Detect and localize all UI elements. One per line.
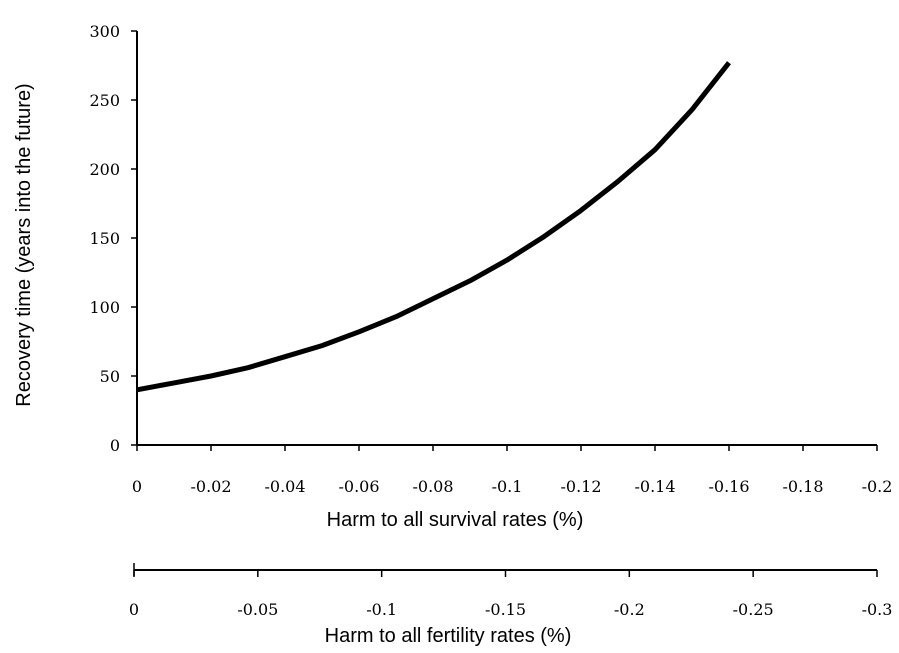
x-tick-label: -0.1 xyxy=(492,477,523,496)
y-tick-label: 0 xyxy=(110,436,120,455)
x-tick-label: -0.06 xyxy=(338,477,379,496)
x-tick-label: -0.02 xyxy=(190,477,231,496)
secondary-x-tick-label: -0.2 xyxy=(614,600,645,619)
x-tick-label: -0.16 xyxy=(708,477,749,496)
secondary-x-axis-title: Harm to all fertility rates (%) xyxy=(325,625,572,647)
y-tick-label: 150 xyxy=(89,229,120,248)
y-tick-label: 250 xyxy=(89,91,120,110)
x-tick-label: -0.08 xyxy=(412,477,453,496)
y-tick-label: 200 xyxy=(89,160,120,179)
x-axis: 0 -0.02 -0.04 -0.06 -0.08 -0.1 -0.12 -0.14 -0.16… xyxy=(132,444,893,496)
secondary-x-axis: 0 -0.05 -0.1 -0.15 -0.2 -0.25 -0.3 xyxy=(129,563,893,619)
x-tick-label: -0.18 xyxy=(782,477,823,496)
x-tick-label: -0.14 xyxy=(634,477,675,496)
secondary-x-tick-label: -0.05 xyxy=(237,600,278,619)
y-tick-label: 100 xyxy=(89,298,120,317)
secondary-x-tick-label: -0.1 xyxy=(366,600,397,619)
y-tick-label: 300 xyxy=(89,22,120,41)
series xyxy=(136,61,731,393)
x-tick-label: -0.2 xyxy=(862,477,893,496)
series-line xyxy=(136,61,731,393)
secondary-x-tick-label: 0 xyxy=(129,600,139,619)
secondary-x-tick-label: -0.15 xyxy=(485,600,526,619)
x-tick-label: 0 xyxy=(132,477,142,496)
x-tick-label: -0.12 xyxy=(560,477,601,496)
y-tick-label: 50 xyxy=(100,367,120,386)
x-axis-title: Harm to all survival rates (%) xyxy=(327,509,584,531)
secondary-x-tick-label: -0.25 xyxy=(733,600,774,619)
y-axis-title: Recovery time (years into the future) xyxy=(13,83,35,406)
x-tick-label: -0.04 xyxy=(264,477,305,496)
secondary-x-tick-label: -0.3 xyxy=(862,600,893,619)
y-axis: 0 50 100 150 200 250 300 xyxy=(89,22,138,455)
